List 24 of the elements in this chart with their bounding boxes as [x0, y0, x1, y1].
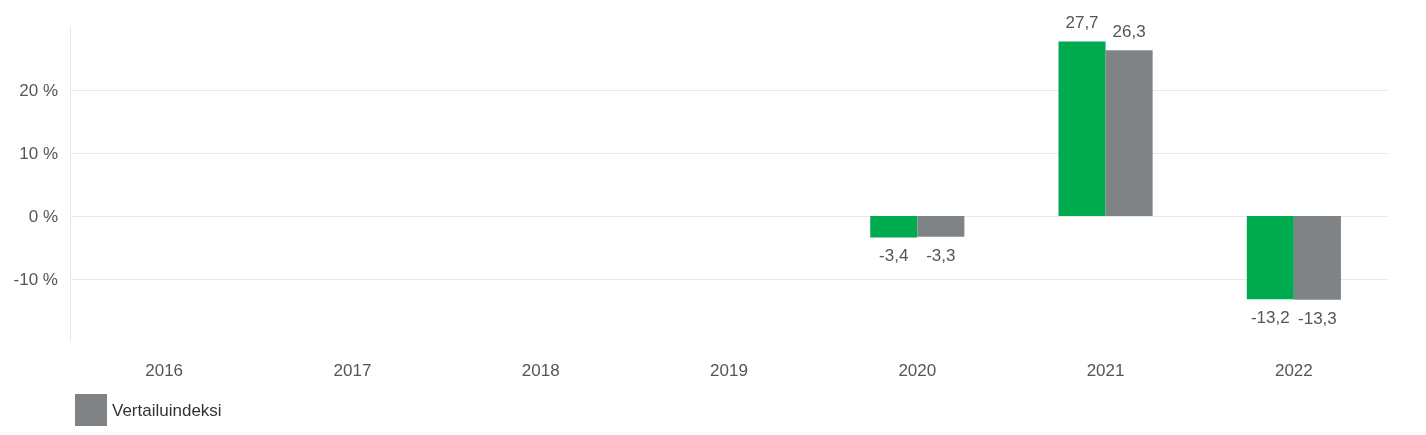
data-label: 26,3 — [1112, 22, 1146, 42]
data-label: -13,2 — [1250, 308, 1290, 328]
x-tick-label: 2021 — [1086, 361, 1125, 380]
data-label: -13,3 — [1298, 308, 1337, 328]
legend-label: Vertailuindeksi — [112, 400, 222, 420]
bar — [1058, 41, 1106, 216]
bar — [917, 216, 965, 237]
y-tick-label: 0 % — [28, 206, 58, 226]
data-label: -3,4 — [879, 246, 909, 266]
data-label: -3,3 — [926, 245, 956, 265]
x-tick-label: 2017 — [333, 361, 372, 380]
bar — [870, 216, 918, 238]
bar — [1293, 216, 1341, 300]
bar — [1105, 50, 1153, 216]
x-tick-label: 2020 — [898, 361, 937, 380]
x-tick-label: 2016 — [145, 361, 184, 380]
bar — [1246, 216, 1294, 300]
x-tick-label: 2019 — [710, 361, 748, 380]
y-tick-label: 20 % — [19, 80, 58, 100]
y-tick-label: 10 % — [19, 143, 58, 163]
x-tick-label: 2018 — [521, 361, 560, 380]
data-label: 27,7 — [1065, 13, 1099, 33]
y-tick-label: -10 % — [13, 269, 58, 289]
x-tick-label: 2022 — [1274, 361, 1313, 380]
